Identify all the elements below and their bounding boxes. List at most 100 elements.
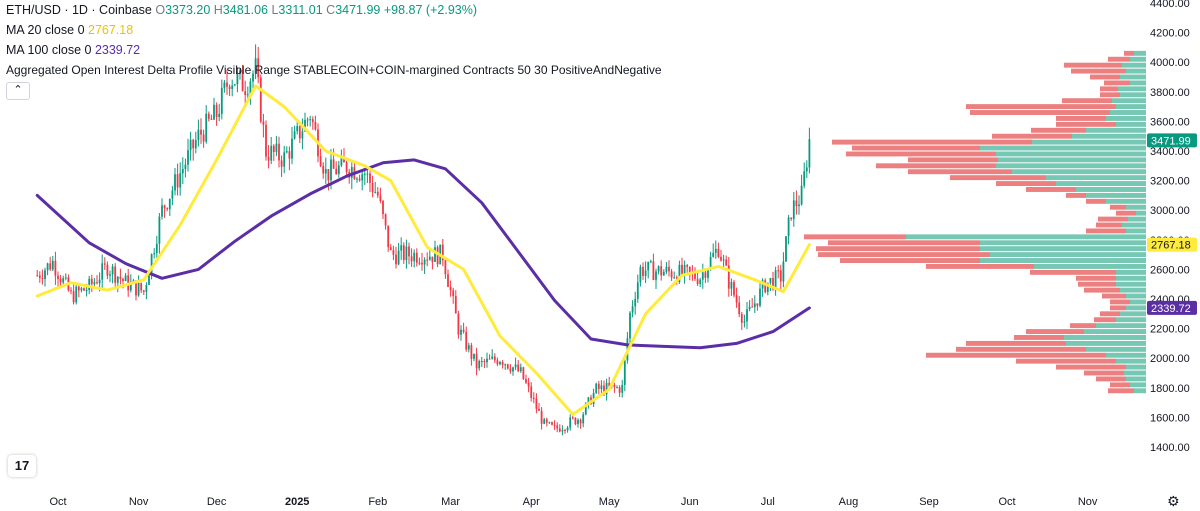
candle-body [714,248,717,253]
candle-body [322,165,325,174]
candle-body [748,306,751,310]
candle-body [345,162,348,173]
candle-body [210,118,213,120]
chevron-up-icon: ⌃ [13,84,23,96]
tradingview-logo-text: 17 [14,458,30,473]
candle-body [384,214,387,226]
y-tick-label: 3400.00 [1150,146,1190,158]
candle-body [421,262,423,265]
candle-body [642,267,644,276]
candle-body [582,414,585,424]
oi-profile-legend[interactable]: Aggregated Open Interest Delta Profile V… [6,63,662,77]
profile-bar-negative [1031,127,1086,133]
profile-bar-negative [1026,329,1084,335]
candle-body [262,121,265,125]
candle-body [402,245,405,261]
close-label: C [326,3,336,17]
candle-body [283,152,286,167]
candle-body [483,360,486,363]
profile-bar-positive [1126,68,1146,74]
profile-bar-negative [1124,50,1134,56]
candle-body [184,164,187,169]
candle-body [491,356,494,359]
profile-bar-negative [1078,281,1116,287]
profile-bar-negative [1084,370,1124,376]
profile-bar-negative [1096,376,1126,382]
candle-body [90,278,93,285]
profile-bar-positive [1122,222,1146,228]
candle-body [522,367,525,379]
candle-body [795,200,798,207]
candle-body [426,259,429,261]
low-label: L [271,3,279,17]
candle-body [70,290,72,292]
candle-body [228,86,231,89]
x-tick-label: 2025 [285,496,309,508]
candle-body [285,151,288,153]
candle-body [161,205,163,217]
candle-body [441,244,444,261]
candle-body [319,156,322,166]
candle-body [174,174,176,191]
candle-body [785,236,787,262]
candle-body [722,259,725,261]
y-tick-label: 3200.00 [1150,176,1190,188]
candle-body [265,124,267,157]
candle-body [369,173,371,183]
profile-bar-negative [1104,80,1130,86]
gear-icon[interactable]: ⚙ [1167,493,1180,509]
ma20-legend[interactable]: MA 20 close 0 2767.18 [6,23,133,37]
profile-bar-positive [1126,305,1146,311]
profile-bar-negative [1102,293,1126,299]
price-label-bg [1147,133,1197,148]
tradingview-logo[interactable]: 17 [8,455,36,477]
candle-body [166,208,169,210]
profile-bar-positive [980,145,1146,151]
candle-body [44,270,46,279]
candle-body [733,281,735,296]
profile-bar-negative [1086,228,1126,234]
profile-bar-negative [1064,62,1122,68]
profile-bar-positive [1106,115,1146,121]
candle-body [194,140,197,149]
ma100-legend[interactable]: MA 100 close 0 2339.72 [6,43,140,57]
candle-body [400,245,403,251]
profile-bar-negative [956,346,1086,352]
candle-body [740,314,743,323]
candle-body [259,77,262,122]
profile-bar-positive [1116,281,1146,287]
candle-body [678,264,681,283]
candle-body [509,368,512,372]
profile-bar-negative [1110,204,1126,210]
candle-body [798,204,800,207]
open-label: O [155,3,166,17]
profile-bar-negative [926,263,1034,269]
candle-body [751,306,754,308]
profile-bar-positive [1066,340,1146,346]
candle-body [205,113,208,142]
candle-body [517,364,520,372]
candle-body [696,278,699,284]
profile-bar-positive [1096,323,1146,329]
candle-body [72,291,75,303]
candle-body [51,260,54,270]
profile-bar-positive [1110,110,1146,115]
x-tick-label: Apr [523,496,540,508]
candle-body [493,356,496,361]
collapse-legend-button[interactable]: ⌃ [6,82,30,100]
candle-body [382,200,384,215]
profile-bar-negative [908,169,1012,175]
candle-body [298,126,301,139]
profile-bar-negative [1086,198,1106,204]
candle-body [272,145,275,153]
candle-body [304,119,306,132]
candle-body [647,261,650,271]
candle-body [332,159,335,169]
candle-body [244,91,247,96]
profile-bar-negative [832,139,1032,145]
profile-bar-negative [1090,74,1120,80]
candle-body [155,243,158,254]
candle-body [571,417,574,419]
candle-body [764,280,767,293]
